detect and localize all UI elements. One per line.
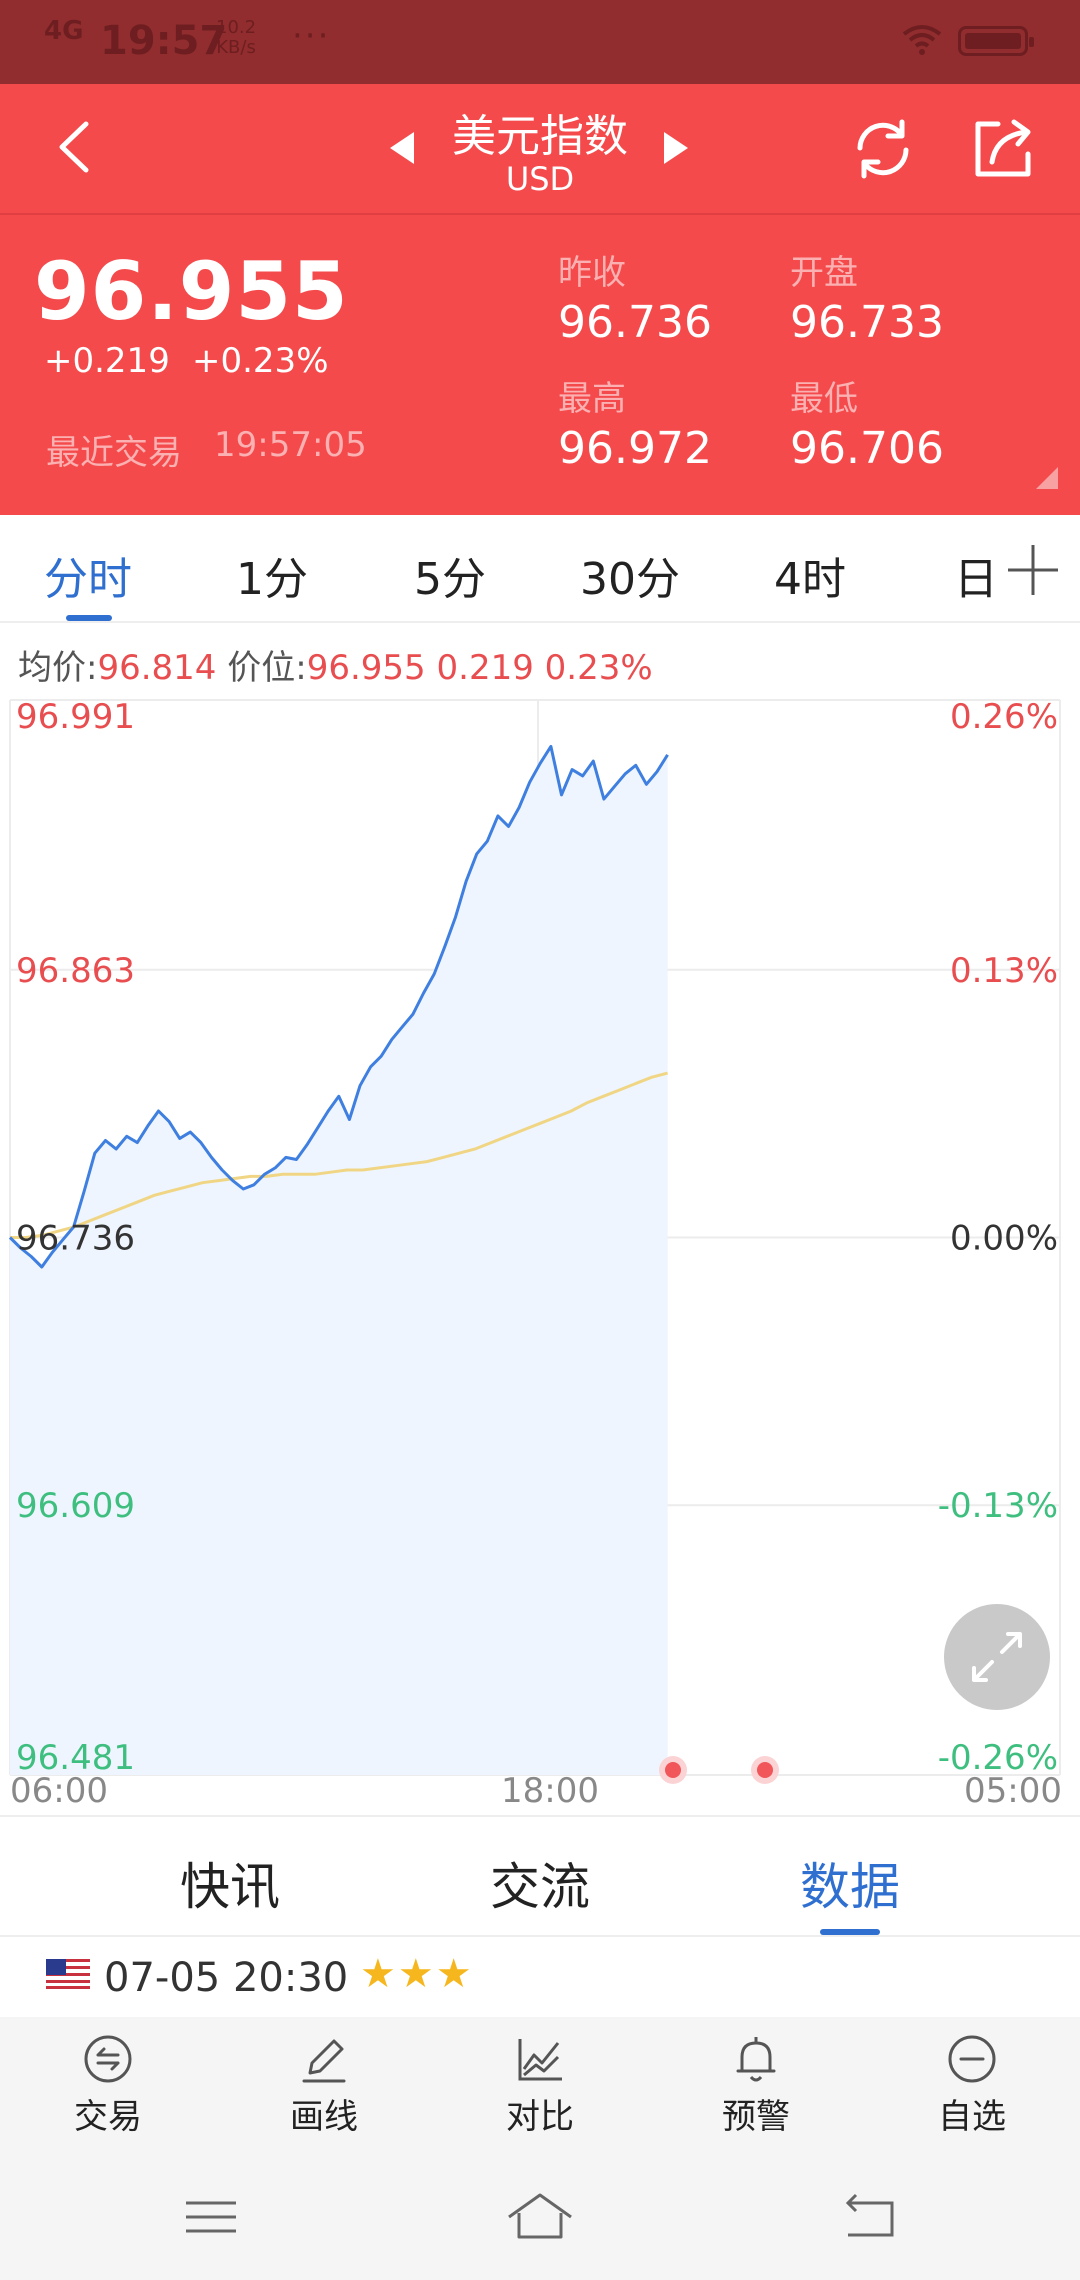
x-tick-2: 05:00: [964, 1771, 1062, 1810]
watchlist-icon: [948, 2035, 996, 2083]
x-tick-1: 18:00: [501, 1771, 599, 1810]
system-navigation-bar: [0, 2157, 1080, 2280]
trade-button[interactable]: 交易: [38, 2033, 178, 2138]
info-change-percent: 0.23%: [544, 648, 653, 688]
alert-button[interactable]: 预警: [686, 2033, 826, 2138]
draw-line-label: 画线: [290, 2097, 358, 2137]
draw-line-icon: [302, 2039, 346, 2083]
wifi-icon: [902, 25, 942, 55]
tab-intraday[interactable]: 分时: [44, 554, 132, 605]
event-marker-0: [665, 1762, 681, 1778]
prev-close-value: 96.736: [558, 297, 712, 348]
status-bar: 4G 19:57 10.2 KB/s ···: [0, 0, 1080, 84]
chart-svg: 96.991 96.863 96.736 96.609 96.481 0.26% 0.13%…: [8, 697, 1062, 1810]
compare-button[interactable]: 对比: [470, 2033, 610, 2138]
alert-label: 预警: [722, 2097, 790, 2137]
news-time: 07-05 20:30: [104, 1955, 349, 2001]
high-value: 96.972: [558, 423, 712, 474]
page-subtitle: USD: [505, 160, 575, 198]
expand-icon: [972, 1632, 1022, 1682]
low-value: 96.706: [790, 423, 944, 474]
trade-label: 交易: [74, 2097, 142, 2137]
refresh-icon[interactable]: [848, 114, 918, 184]
draw-line-button[interactable]: 画线: [254, 2033, 394, 2138]
intraday-chart[interactable]: 96.991 96.863 96.736 96.609 96.481 0.26% 0.13%…: [0, 690, 1080, 1810]
tab-news-flash[interactable]: 快讯: [180, 1858, 280, 1916]
page-title: 美元指数: [452, 111, 628, 162]
open-value: 96.733: [790, 297, 944, 348]
current-price: 96.955: [34, 245, 349, 338]
compare-icon: [518, 2039, 562, 2081]
y-left-tick-0: 96.991: [16, 697, 135, 737]
y-right-tick-4: -0.26%: [938, 1738, 1058, 1778]
info-change-value: 0.219: [436, 648, 534, 688]
low-label: 最低: [790, 379, 858, 419]
share-icon[interactable]: [968, 114, 1038, 184]
event-marker-1: [757, 1762, 773, 1778]
watchlist-button[interactable]: 自选: [902, 2033, 1042, 2138]
network-speed: 10.2 KB/s: [216, 17, 257, 58]
y-left-tick-3: 96.609: [16, 1486, 135, 1526]
y-right-tick-2: 0.00%: [950, 1219, 1058, 1259]
prev-close-label: 昨收: [558, 253, 626, 293]
tab-30min[interactable]: 30分: [580, 554, 680, 605]
recent-trade-label: 最近交易: [46, 433, 182, 473]
add-period-icon[interactable]: [1006, 543, 1060, 597]
trade-icon: [84, 2035, 132, 2083]
header-divider: [0, 213, 1080, 215]
y-right-tick-1: 0.13%: [950, 951, 1058, 991]
avg-price-value: 96.814: [97, 648, 217, 688]
chart-info-line: 均价:96.814 价位:96.955 0.219 0.23%: [18, 640, 653, 689]
recent-trade-time: 19:57:05: [214, 425, 367, 465]
price-line: [8, 744, 669, 1269]
tab-4hour[interactable]: 4时: [774, 554, 846, 605]
y-left-tick-4: 96.481: [16, 1738, 135, 1778]
network-indicator: 4G: [44, 16, 84, 46]
y-right-tick-0: 0.26%: [950, 697, 1058, 737]
price-level-value: 96.955: [306, 648, 426, 688]
importance-stars: ★★★: [360, 1951, 474, 1997]
previous-instrument-icon[interactable]: [386, 130, 416, 166]
y-left-tick-1: 96.863: [16, 951, 135, 991]
bell-icon: [736, 2037, 776, 2082]
news-list: 07-05 20:30 ★★★: [0, 1937, 1080, 2017]
price-level-label: 价位:: [227, 648, 307, 688]
high-label: 最高: [558, 379, 626, 419]
tab-1min[interactable]: 1分: [236, 554, 308, 605]
avg-price-line: [10, 1071, 668, 1239]
fullscreen-button[interactable]: [944, 1604, 1050, 1710]
x-tick-0: 06:00: [10, 1771, 108, 1810]
watchlist-label: 自选: [938, 2097, 1006, 2137]
active-tab-indicator: [66, 615, 112, 621]
us-flag-icon: [46, 1959, 90, 1989]
menu-icon[interactable]: [176, 2187, 246, 2247]
next-instrument-icon[interactable]: [662, 130, 692, 166]
y-right-tick-3: -0.13%: [938, 1486, 1058, 1526]
app-header: 美元指数 USD: [0, 84, 1080, 214]
bottom-toolbar: 交易 画线 对比 预警 自选: [0, 2017, 1080, 2157]
tab-data[interactable]: 数据: [800, 1858, 900, 1916]
avg-price-label: 均价:: [18, 648, 98, 688]
home-icon[interactable]: [505, 2187, 575, 2247]
status-time: 19:57: [100, 18, 228, 64]
more-notifications-icon: ···: [292, 16, 331, 56]
quote-panel: 96.955 +0.219 +0.23% 最近交易 19:57:05 昨收 96…: [0, 215, 1080, 515]
price-change: +0.219: [44, 341, 170, 381]
expand-corner-icon[interactable]: [1036, 467, 1058, 489]
back-nav-icon[interactable]: [834, 2187, 904, 2247]
open-label: 开盘: [790, 253, 858, 293]
battery-icon: [958, 26, 1034, 56]
compare-label: 对比: [506, 2097, 574, 2137]
tab-discussion[interactable]: 交流: [490, 1858, 590, 1916]
back-icon[interactable]: [40, 112, 110, 182]
content-tabs: 快讯 交流 数据: [0, 1815, 1080, 1937]
tab-daily[interactable]: 日: [954, 554, 998, 605]
active-content-tab-indicator: [820, 1929, 880, 1935]
price-change-percent: +0.23%: [192, 341, 329, 381]
period-tabs: 分时 1分 5分 30分 4时 日: [0, 515, 1080, 623]
tab-5min[interactable]: 5分: [414, 554, 486, 605]
y-left-tick-2: 96.736: [16, 1219, 135, 1259]
price-area: [10, 746, 668, 1775]
